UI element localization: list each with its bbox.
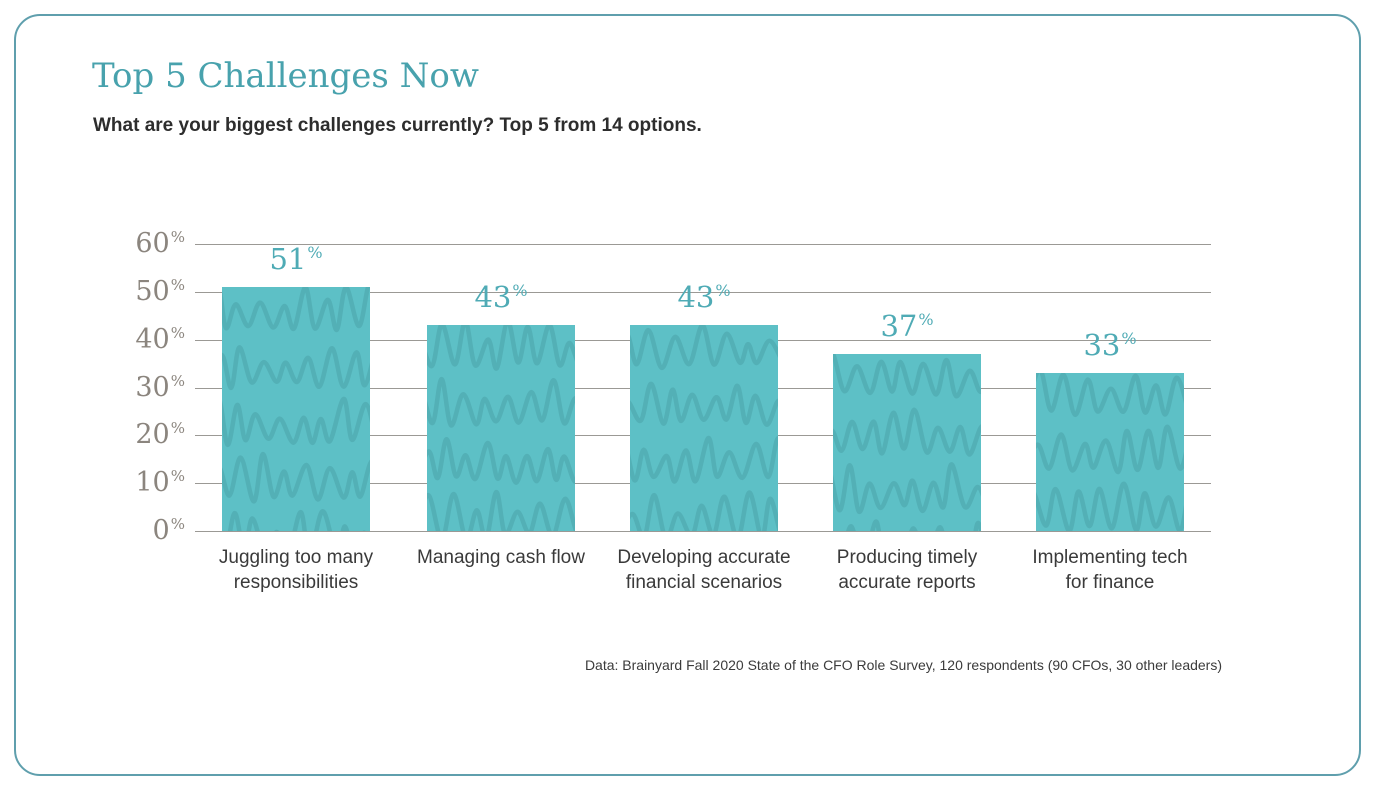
tick-value: 50 bbox=[135, 275, 170, 307]
y-axis-tick-label: 10% bbox=[75, 466, 185, 503]
tick-value: 20 bbox=[135, 419, 170, 451]
bar-2 bbox=[427, 325, 575, 531]
tick-unit: % bbox=[170, 371, 185, 390]
bar-1 bbox=[222, 287, 370, 531]
bar-value-label: 43% bbox=[620, 281, 788, 318]
tick-unit: % bbox=[170, 228, 185, 246]
tick-value: 10 bbox=[135, 467, 170, 499]
y-axis-tick-label: 40% bbox=[75, 323, 185, 360]
y-axis-tick-label: 20% bbox=[75, 418, 185, 455]
bar-value: 33 bbox=[1083, 328, 1121, 363]
bar-value: 37 bbox=[880, 309, 918, 343]
page-subtitle: What are your biggest challenges current… bbox=[93, 115, 702, 136]
bar-value-unit: % bbox=[918, 310, 934, 329]
bar-value: 43 bbox=[677, 280, 715, 315]
tick-unit: % bbox=[170, 323, 185, 342]
tick-value: 40 bbox=[135, 323, 170, 355]
bar-value: 43 bbox=[474, 280, 512, 315]
bar-value-unit: % bbox=[1121, 329, 1137, 349]
bar-3 bbox=[630, 325, 778, 531]
bar-value-label: 37% bbox=[823, 310, 991, 347]
gridline-60pct bbox=[195, 244, 1211, 245]
category-label: Juggling too many responsibilities bbox=[218, 547, 374, 593]
bar-value: 51 bbox=[269, 242, 307, 277]
tick-unit: % bbox=[170, 419, 185, 438]
tick-value: 0 bbox=[152, 515, 170, 546]
source-note: Data: Brainyard Fall 2020 State of the C… bbox=[584, 657, 1222, 673]
bar-value-label: 43% bbox=[417, 281, 585, 318]
gridline-0pct bbox=[195, 531, 1211, 532]
bar-squiggle-pattern bbox=[427, 325, 575, 531]
category-label: Developing accurate financial scenarios bbox=[617, 547, 791, 593]
bar-value-unit: % bbox=[512, 281, 528, 301]
y-axis-tick-label: 30% bbox=[75, 371, 185, 408]
bar-squiggle-pattern bbox=[222, 287, 370, 531]
bar-value-unit: % bbox=[715, 281, 731, 301]
tick-unit: % bbox=[170, 515, 185, 533]
category-label: Producing timely accurate reports bbox=[836, 547, 978, 593]
bar-4 bbox=[833, 354, 981, 531]
tick-value: 60 bbox=[135, 228, 170, 259]
bar-squiggle-pattern bbox=[630, 325, 778, 531]
category-label: Managing cash flow bbox=[417, 547, 585, 568]
bar-value-unit: % bbox=[307, 243, 323, 263]
bar-value-label: 33% bbox=[1026, 329, 1194, 366]
page-title: Top 5 Challenges Now bbox=[92, 56, 479, 96]
gridline-50pct bbox=[195, 291, 1211, 293]
bar-squiggle-pattern bbox=[1036, 373, 1184, 531]
tick-value: 30 bbox=[135, 371, 170, 403]
y-axis-tick-label: 0% bbox=[75, 514, 185, 551]
bar-5 bbox=[1036, 373, 1184, 531]
tick-unit: % bbox=[170, 275, 185, 294]
y-axis-tick-label: 60% bbox=[75, 227, 185, 264]
bar-squiggle-pattern bbox=[833, 354, 981, 531]
bar-value-label: 51% bbox=[212, 243, 380, 280]
category-label: Implementing tech for finance bbox=[1032, 547, 1188, 593]
tick-unit: % bbox=[170, 467, 185, 486]
y-axis-tick-label: 50% bbox=[75, 275, 185, 312]
